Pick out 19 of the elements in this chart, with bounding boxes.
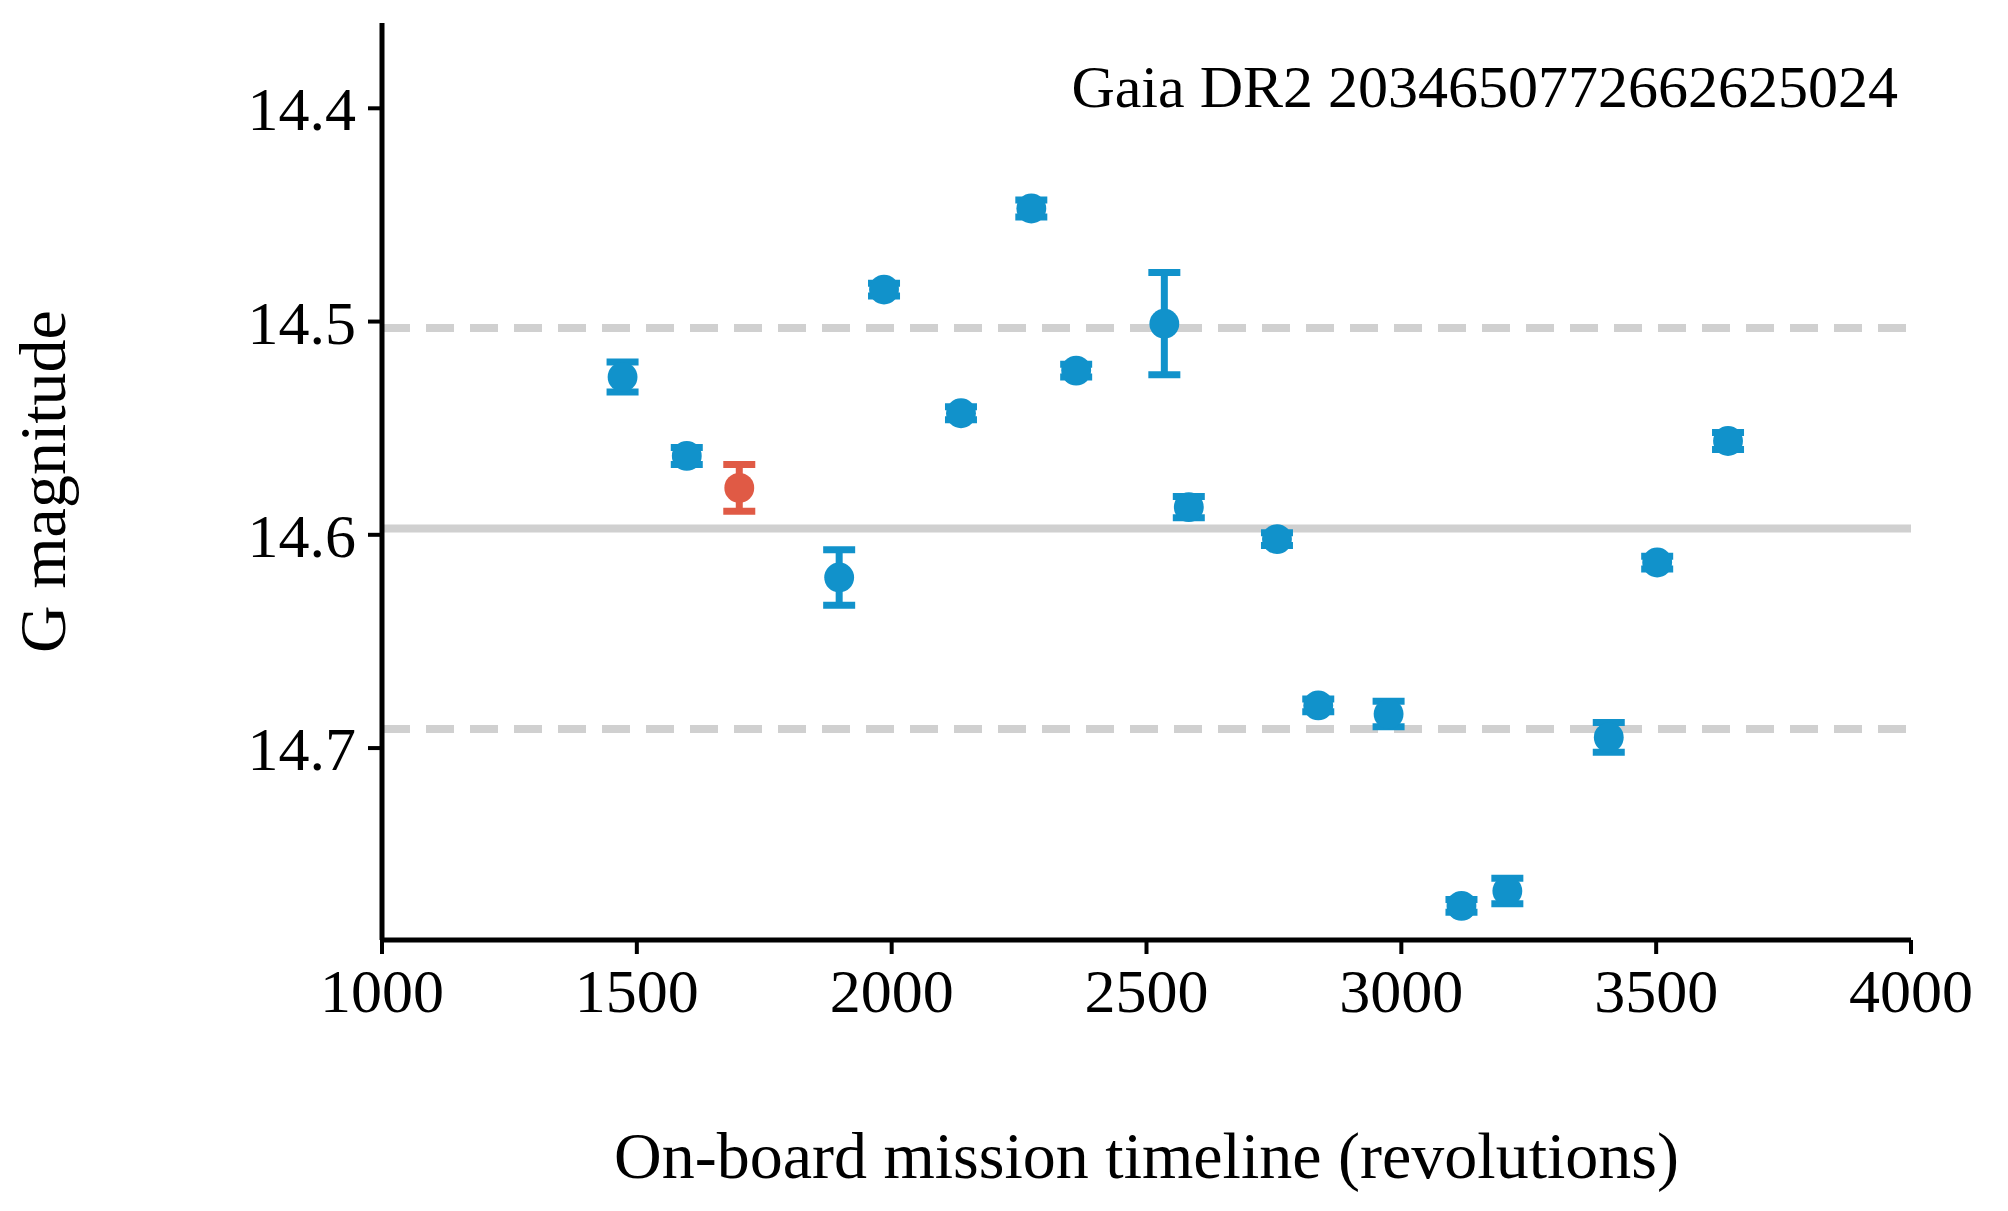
point — [824, 562, 855, 593]
annotation: Gaia DR2 2034650772662625024 — [1071, 53, 1898, 122]
x-tick-label: 2000 — [829, 957, 954, 1026]
point — [1262, 524, 1292, 554]
y-tick-label: 14.4 — [247, 75, 356, 144]
y-tick-label: 14.6 — [247, 501, 356, 570]
x-tick-label: 1000 — [320, 957, 444, 1026]
y-tick-label: 14.7 — [247, 715, 356, 784]
x-tick-label: 3500 — [1594, 957, 1719, 1026]
point — [724, 473, 755, 503]
y-tick-label: 14.5 — [247, 288, 356, 357]
point — [1149, 308, 1180, 339]
y-axis-title: G magnitude — [6, 310, 80, 653]
x-tick-label: 4000 — [1849, 957, 1973, 1026]
point — [946, 398, 976, 429]
x-tick-label: 3000 — [1339, 957, 1464, 1026]
x-axis-title: On-board mission timeline (revolutions) — [613, 1118, 1680, 1194]
x-tick-label: 1500 — [574, 957, 699, 1026]
x-tick-label: 2500 — [1084, 957, 1209, 1026]
